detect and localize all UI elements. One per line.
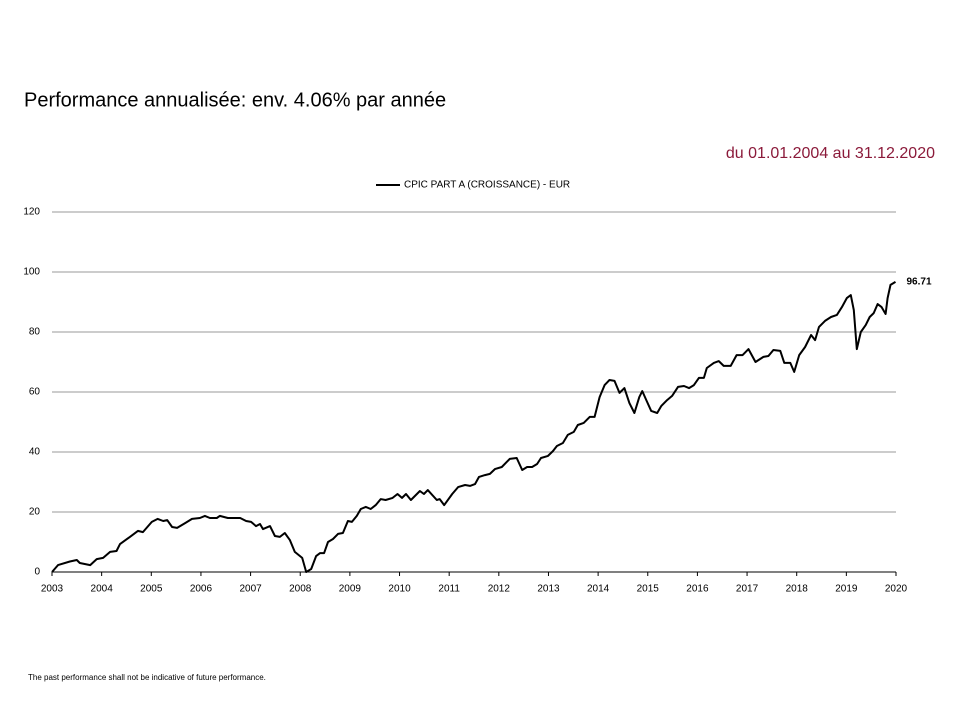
y-tick-label: 100 [23,267,40,278]
x-tick-label: 2007 [239,584,262,595]
x-tick-label: 2006 [190,584,213,595]
x-tick-label: 2010 [388,584,411,595]
footnote: The past performance shall not be indica… [28,673,266,682]
x-tick-label: 2019 [835,584,858,595]
line-series [51,281,897,573]
x-tick-label: 2015 [637,584,660,595]
x-tick-label: 2016 [686,584,709,595]
x-tick-label: 2018 [786,584,809,595]
x-tick-label: 2014 [587,584,610,595]
x-tick-label: 2020 [885,584,908,595]
x-tick-label: 2017 [736,584,759,595]
end-value-label: 96.71 [907,277,932,288]
y-tick-label: 120 [23,207,40,218]
x-tick-label: 2011 [438,584,460,595]
y-tick-label: 80 [29,327,41,338]
x-tick-label: 2009 [339,584,362,595]
x-tick-label: 2008 [289,584,312,595]
x-tick-label: 2013 [537,584,560,595]
x-tick-label: 2003 [41,584,64,595]
x-tick-label: 2005 [140,584,163,595]
x-tick-label: 2004 [91,584,114,595]
x-tick-label: 2012 [488,584,511,595]
y-tick-label: 40 [29,447,41,458]
chart-subtitle: du 01.01.2004 au 31.12.2020 [726,145,935,162]
y-tick-label: 0 [34,567,40,578]
chart-title: Performance annualisée: env. 4.06% par a… [24,89,446,111]
y-tick-label: 60 [29,387,41,398]
y-tick-label: 20 [29,507,41,518]
legend-label: CPIC PART A (CROISSANCE) - EUR [404,180,570,191]
